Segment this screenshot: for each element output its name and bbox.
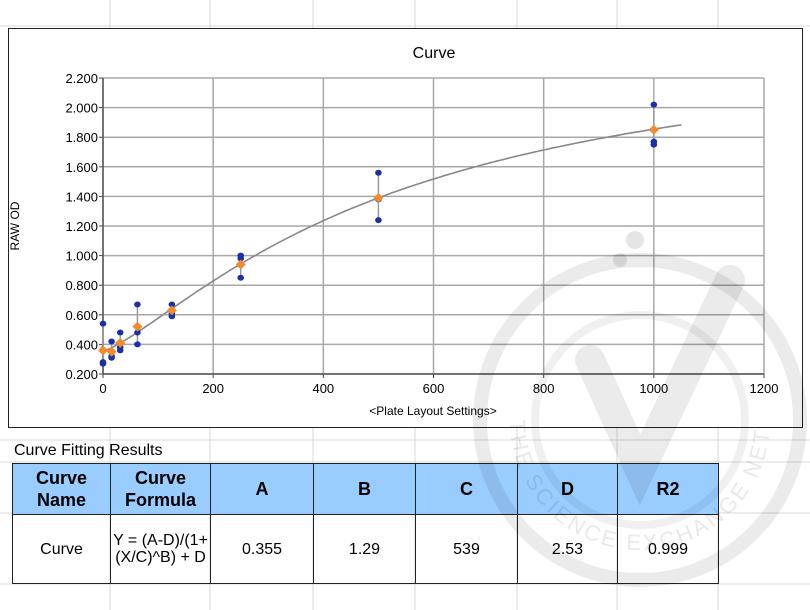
- header-curve-formula: Curve Formula: [110, 463, 211, 515]
- results-title: Curve Fitting Results: [14, 442, 163, 459]
- chart-title: Curve: [413, 45, 456, 62]
- y-tick-label: 1.400: [65, 189, 98, 204]
- y-tick-label: 2.200: [65, 71, 98, 86]
- header-d: D: [517, 463, 618, 515]
- cell-r2: 0.999: [617, 514, 719, 584]
- mean-point: [373, 192, 384, 203]
- cell-a: 0.355: [210, 514, 314, 584]
- cell-curve-formula: Y = (A-D)/(1+(X/C)^B) + D: [110, 514, 211, 584]
- replicate-point: [168, 301, 176, 308]
- y-tick-label: 1.200: [65, 219, 98, 234]
- y-tick-label: 1.800: [65, 130, 98, 145]
- y-tick-label: 1.000: [65, 249, 98, 264]
- mean-points: [98, 124, 659, 357]
- replicate-point: [116, 329, 124, 336]
- mean-point: [235, 259, 246, 270]
- cell-d: 2.53: [517, 514, 618, 584]
- replicate-point: [237, 274, 245, 281]
- replicate-point: [99, 360, 107, 367]
- replicate-point: [99, 320, 107, 327]
- replicate-point: [108, 354, 115, 361]
- x-tick-label: 400: [312, 381, 334, 396]
- y-tick-label: 0.400: [65, 337, 98, 352]
- replicate-point: [168, 313, 176, 320]
- cell-c: 539: [415, 514, 518, 584]
- header-curve-name: Curve Name: [12, 463, 111, 515]
- y-tick-label: 0.600: [65, 308, 98, 323]
- replicate-points: [99, 101, 658, 367]
- replicate-point: [237, 255, 245, 262]
- y-tick-label: 0.800: [65, 278, 98, 293]
- curve-fitting-results-table: Curve Name Curve Formula A B C D R2 Curv…: [12, 463, 719, 584]
- curve-chart: Curve 0.200 0.400 0.600 0.800 1.000 1.200 1.40…: [8, 45, 778, 418]
- x-tick-label: 1000: [639, 381, 668, 396]
- y-axis-ticks: 0.200 0.400 0.600 0.800 1.000 1.200 1.400 1.600…: [65, 71, 98, 382]
- header-b: B: [313, 463, 416, 515]
- cell-b: 1.29: [313, 514, 416, 584]
- replicate-point: [108, 338, 115, 345]
- table-row: Curve Y = (A-D)/(1+(X/C)^B) + D 0.355 1.…: [12, 514, 719, 584]
- y-tick-label: 1.600: [65, 160, 98, 175]
- x-tick-label: 600: [423, 381, 445, 396]
- replicate-point: [134, 301, 141, 308]
- x-tick-label: 1200: [750, 381, 779, 396]
- replicate-point: [375, 217, 382, 224]
- table-header-row: Curve Name Curve Formula A B C D R2: [12, 463, 719, 515]
- y-axis-label: RAW OD: [8, 201, 22, 250]
- mean-point: [106, 346, 117, 357]
- fit-curve: [102, 124, 682, 352]
- header-r2: R2: [617, 463, 719, 515]
- x-axis-label: <Plate Layout Settings>: [369, 404, 496, 418]
- x-tick-label: 200: [202, 381, 224, 396]
- replicate-point: [650, 141, 658, 148]
- x-tick-label: 800: [533, 381, 555, 396]
- chart-container: Curve 0.200 0.400 0.600 0.800 1.000 1.200 1.40…: [8, 28, 803, 428]
- mean-point: [132, 321, 143, 332]
- cell-curve-name: Curve: [12, 514, 111, 584]
- x-axis-ticks: 0 200 400 600 800 1000 1200: [99, 381, 778, 396]
- mean-point: [98, 345, 108, 356]
- x-tick-label: 0: [99, 381, 106, 396]
- mean-point: [648, 124, 659, 135]
- mean-point: [115, 337, 126, 348]
- mean-point: [166, 305, 177, 316]
- replicate-point: [650, 101, 658, 108]
- y-tick-label: 0.200: [65, 367, 98, 382]
- header-c: C: [415, 463, 518, 515]
- replicate-point: [375, 169, 382, 176]
- chart-grid: [99, 77, 765, 378]
- replicate-point: [134, 329, 141, 336]
- replicate-point: [134, 341, 141, 348]
- replicate-point: [116, 347, 124, 354]
- y-tick-label: 2.000: [65, 101, 98, 116]
- header-a: A: [210, 463, 314, 515]
